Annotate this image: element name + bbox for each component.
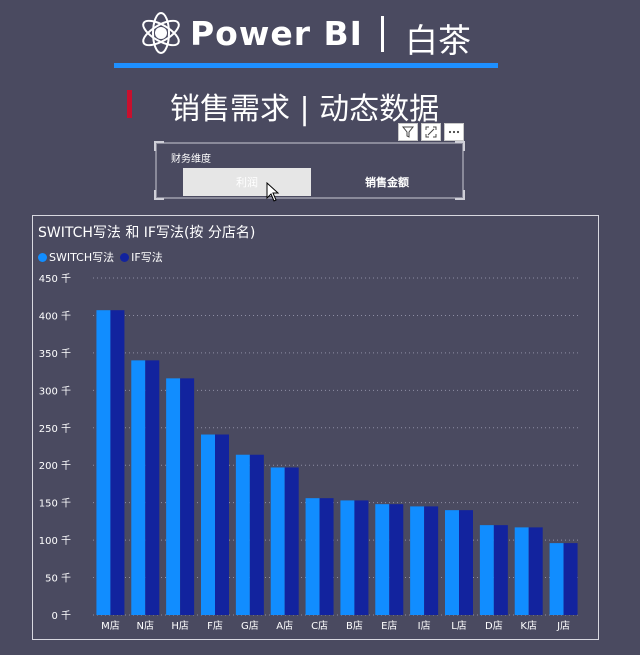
slicer-option-sales-amount[interactable]: 销售金额	[365, 176, 409, 189]
y-tick-label: 50 千	[45, 573, 71, 585]
bar-switch[interactable]	[166, 378, 181, 615]
bar-switch[interactable]	[410, 506, 425, 615]
legend-dot-if	[120, 252, 130, 262]
y-tick-label: 300 千	[39, 385, 71, 397]
y-tick-label: 250 千	[39, 423, 71, 435]
bar-if[interactable]	[424, 506, 439, 615]
chart-plot-area: 0 千 50 千 100 千 150 千 200 千 250 千 300 千 350 千 400…	[39, 273, 581, 632]
resize-handle[interactable]	[455, 190, 465, 200]
report-header: Power BI 白茶	[0, 0, 640, 70]
x-tick-label: G店	[241, 619, 259, 632]
bar-if[interactable]	[354, 500, 369, 615]
bar-if[interactable]	[319, 498, 334, 615]
mouse-cursor-icon	[266, 182, 280, 202]
bar-if[interactable]	[493, 525, 508, 615]
x-tick-label: K店	[520, 619, 537, 632]
bar-switch[interactable]	[340, 500, 355, 615]
brand-title: Power BI	[190, 14, 363, 53]
bar-if[interactable]	[389, 504, 404, 615]
bar-if[interactable]	[563, 543, 578, 615]
bar-switch[interactable]	[375, 504, 390, 615]
header-underline	[114, 63, 498, 68]
focus-mode-icon[interactable]	[421, 123, 441, 141]
bar-if[interactable]	[459, 510, 473, 615]
section-marker	[127, 90, 132, 118]
legend-label-if: IF写法	[131, 251, 163, 264]
resize-handle[interactable]	[154, 141, 164, 151]
chart-legend: SWITCH写法 IF写法	[38, 249, 163, 265]
legend-item-switch[interactable]: SWITCH写法	[38, 249, 114, 265]
x-tick-label: N店	[137, 619, 154, 632]
x-tick-label: F店	[207, 619, 223, 632]
bar-switch[interactable]	[445, 510, 459, 615]
x-tick-label: B店	[346, 619, 363, 632]
bar-if[interactable]	[110, 310, 125, 615]
y-tick-label: 450 千	[39, 273, 71, 285]
bar-switch[interactable]	[270, 467, 285, 615]
bar-if[interactable]	[215, 434, 229, 615]
x-tick-label: D店	[485, 619, 503, 632]
bar-switch[interactable]	[514, 527, 529, 615]
x-tick-label: A店	[276, 619, 293, 632]
x-tick-label: E店	[381, 619, 397, 632]
y-tick-label: 100 千	[39, 535, 71, 547]
y-tick-label: 350 千	[39, 348, 71, 360]
bar-switch[interactable]	[305, 498, 320, 615]
bar-switch[interactable]	[201, 434, 215, 615]
page-title: 销售需求 | 动态数据	[170, 92, 440, 127]
y-tick-label: 0 千	[51, 610, 71, 622]
filter-icon[interactable]	[398, 123, 418, 141]
chart-title: SWITCH写法 和 IF写法(按 分店名)	[38, 225, 256, 241]
x-tick-label: J店	[556, 619, 570, 632]
bar-switch[interactable]	[479, 525, 494, 615]
brand-subtitle: 白茶	[405, 21, 471, 60]
x-tick-label: I店	[418, 619, 431, 632]
atom-logo-icon	[142, 12, 180, 54]
resize-handle[interactable]	[455, 141, 465, 151]
x-tick-label: H店	[171, 619, 189, 632]
bar-switch[interactable]	[549, 543, 564, 615]
bar-switch[interactable]	[235, 454, 250, 615]
bar-if[interactable]	[180, 378, 195, 615]
bar-if[interactable]	[284, 467, 299, 615]
slicer-option-profit[interactable]: 利润	[183, 168, 311, 196]
visual-header-toolbar	[398, 123, 464, 143]
more-options-icon[interactable]	[444, 123, 464, 141]
bar-if[interactable]	[145, 360, 160, 615]
x-tick-label: M店	[101, 619, 120, 632]
y-tick-label: 400 千	[39, 310, 71, 322]
bar-switch[interactable]	[131, 360, 146, 615]
bar-if[interactable]	[528, 527, 543, 615]
bar-if[interactable]	[249, 454, 264, 615]
finance-dimension-slicer[interactable]: 财务维度 利润 销售金额	[154, 141, 465, 200]
resize-handle[interactable]	[154, 190, 164, 200]
legend-label-switch: SWITCH写法	[49, 251, 115, 264]
slicer-title: 财务维度	[171, 154, 211, 165]
clustered-bar-chart[interactable]: SWITCH写法 和 IF写法(按 分店名) SWITCH写法 IF写法 0 千…	[32, 215, 599, 640]
legend-dot-switch	[38, 252, 47, 262]
brand-divider	[381, 16, 384, 52]
bar-switch[interactable]	[96, 310, 111, 615]
x-tick-label: C店	[311, 619, 328, 632]
legend-item-if[interactable]: IF写法	[120, 249, 163, 265]
y-tick-label: 200 千	[39, 460, 71, 472]
y-tick-label: 150 千	[39, 498, 71, 510]
x-tick-label: L店	[451, 619, 467, 632]
